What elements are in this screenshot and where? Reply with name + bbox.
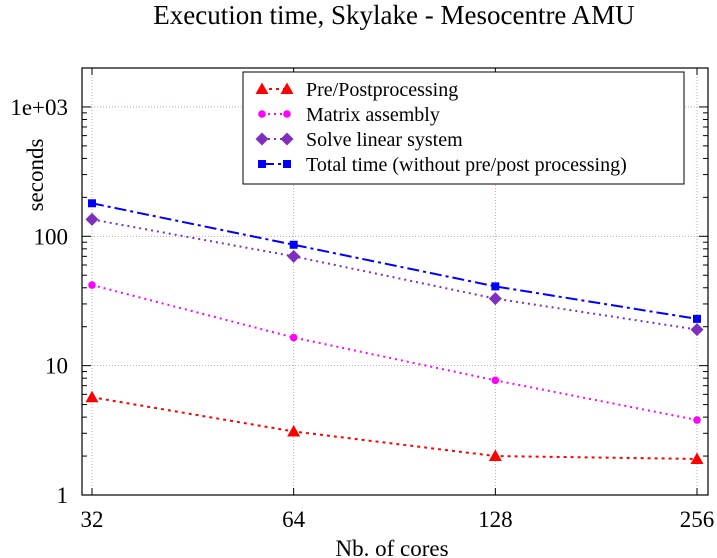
data-point bbox=[690, 452, 704, 464]
data-point bbox=[693, 314, 701, 323]
legend-marker bbox=[283, 160, 291, 168]
series-line bbox=[91, 396, 698, 460]
data-point bbox=[88, 199, 96, 208]
chart-title: Execution time, Skylake - Mesocentre AMU bbox=[153, 0, 634, 30]
legend-marker bbox=[258, 110, 266, 118]
data-point bbox=[85, 390, 99, 403]
x-tick-label: 128 bbox=[478, 507, 513, 532]
legend-marker bbox=[280, 132, 294, 146]
plot-frame bbox=[81, 67, 709, 496]
data-point bbox=[491, 376, 500, 385]
legend-entry: Matrix assembly bbox=[258, 104, 440, 126]
x-tick-label: 32 bbox=[81, 507, 104, 532]
legend: Pre/Postprocessing Matrix assembly Solve l… bbox=[242, 71, 685, 185]
series-line bbox=[91, 218, 698, 331]
data-point bbox=[488, 292, 502, 306]
y-tick-label: 100 bbox=[34, 224, 69, 249]
data-point bbox=[488, 449, 502, 462]
legend-box bbox=[242, 71, 685, 185]
legend-label: Matrix assembly bbox=[306, 104, 440, 126]
x-axis-label: Nb. of cores bbox=[335, 536, 448, 558]
legend-entry: Total time (without pre/post processing) bbox=[258, 154, 627, 176]
series-2 bbox=[85, 212, 704, 337]
legend-entry: Solve linear system bbox=[255, 129, 463, 151]
data-point bbox=[693, 416, 701, 424]
data-point bbox=[88, 281, 96, 289]
legend-label: Pre/Postprocessing bbox=[306, 79, 458, 101]
ticks: 32 64 128 256 1 10 100 1e+03 bbox=[10, 67, 715, 532]
y-tick-label: 1 bbox=[57, 483, 69, 508]
data-point bbox=[85, 212, 99, 226]
series-line bbox=[91, 202, 698, 320]
legend-marker bbox=[280, 82, 294, 94]
y-tick-label: 10 bbox=[45, 354, 68, 379]
series-1 bbox=[88, 281, 701, 424]
series-0 bbox=[85, 390, 704, 464]
series-line bbox=[91, 284, 698, 421]
legend-marker bbox=[258, 160, 266, 168]
legend-label: Solve linear system bbox=[306, 129, 463, 151]
y-axis-label: seconds bbox=[23, 139, 48, 212]
data-point bbox=[690, 323, 704, 337]
legend-label: Total time (without pre/post processing) bbox=[306, 154, 627, 176]
data-point bbox=[287, 424, 301, 437]
x-tick-label: 256 bbox=[680, 507, 715, 532]
x-tick-label: 64 bbox=[282, 507, 306, 532]
series-3 bbox=[88, 199, 701, 323]
legend-marker bbox=[255, 82, 269, 94]
legend-marker bbox=[283, 110, 291, 118]
data-point bbox=[491, 282, 500, 291]
y-tick-label: 1e+03 bbox=[10, 95, 68, 120]
data-point bbox=[287, 249, 301, 263]
series-layer bbox=[85, 199, 704, 464]
legend-entry: Pre/Postprocessing bbox=[255, 79, 458, 101]
data-point bbox=[289, 240, 298, 249]
legend-marker bbox=[255, 132, 269, 146]
data-point bbox=[289, 333, 298, 342]
